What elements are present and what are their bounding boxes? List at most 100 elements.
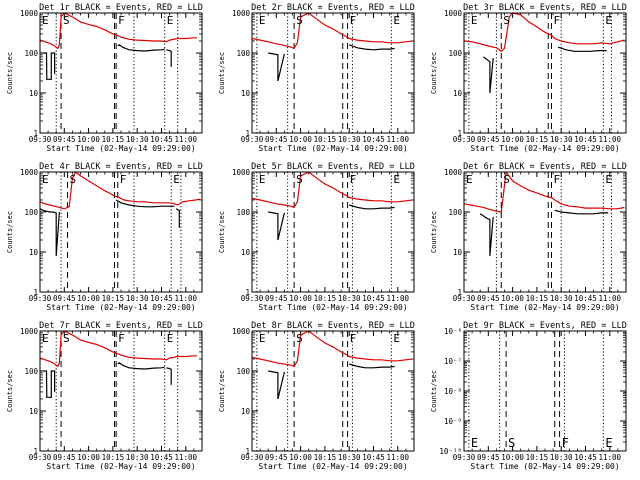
x-tick-label: 10:30 <box>338 135 361 144</box>
x-tick-label: 10:45 <box>362 135 385 144</box>
x-tick-label: 10:45 <box>362 453 385 462</box>
y-tick-label: 10⁻⁶ <box>444 327 462 336</box>
marker-label-e: E <box>393 14 400 27</box>
marker-label-s: S <box>296 332 303 345</box>
x-tick-label: 11:00 <box>387 453 410 462</box>
y-tick-label: 10⁻⁷ <box>444 357 462 366</box>
chart-title: Det 2r BLACK = Events, RED = LLD <box>251 3 415 13</box>
y-tick-label: 1000 <box>232 9 251 18</box>
plot-frame <box>463 330 627 452</box>
chart-panel-7: Det 7r BLACK = Events, RED = LLD 1 10 100 10… <box>6 321 203 471</box>
plot-frame <box>463 171 627 293</box>
marker-label-s: S <box>63 332 70 345</box>
x-tick-label: 10:30 <box>126 453 149 462</box>
chart-title: Det 3r BLACK = Events, RED = LLD <box>463 3 627 13</box>
x-tick-label: 11:00 <box>599 135 622 144</box>
x-tick-label: 10:00 <box>501 135 524 144</box>
x-tick-label: 10:00 <box>77 135 100 144</box>
marker-label-f: F <box>118 332 125 345</box>
plot-frame <box>39 171 203 293</box>
y-axis-label: Counts/sec <box>430 370 438 412</box>
x-tick-label: 10:00 <box>289 453 312 462</box>
x-tick-label: 10:30 <box>550 453 573 462</box>
x-tick-label: 09:45 <box>53 135 76 144</box>
x-tick-label: 10:30 <box>126 135 149 144</box>
series-lld <box>252 331 413 368</box>
marker-label-s: S <box>63 14 70 27</box>
marker-label-s: S <box>503 14 510 27</box>
marker-label-e: E <box>393 332 400 345</box>
y-tick-label: 100 <box>24 49 38 58</box>
y-axis-label: Counts/sec <box>6 211 14 253</box>
x-axis-label: Start Time (02-May-14 09:29:00) <box>258 303 407 312</box>
x-tick-label: 09:30 <box>241 294 264 303</box>
series-events <box>349 204 395 210</box>
chart-panel-4: Det 4r BLACK = Events, RED = LLD 1 10 100 10… <box>6 162 203 312</box>
y-tick-label: 1000 <box>20 9 39 18</box>
marker-label-e: E <box>466 173 473 186</box>
series-events <box>117 44 165 52</box>
marker-label-e: E <box>167 332 174 345</box>
x-tick-label: 10:00 <box>77 453 100 462</box>
y-tick-label: 1 <box>33 129 38 138</box>
marker-label-e: E <box>393 173 400 186</box>
y-axis-label: Counts/sec <box>218 211 226 253</box>
series-events <box>117 362 165 370</box>
y-axis-label: Counts/sec <box>6 370 14 412</box>
plot-frame <box>251 171 415 293</box>
marker-label-s: S <box>70 173 77 186</box>
y-tick-label: 1000 <box>232 168 251 177</box>
y-tick-label: 10 <box>453 248 463 257</box>
y-axis-label: Counts/sec <box>430 211 438 253</box>
x-axis-label: Start Time (02-May-14 09:29:00) <box>46 303 195 312</box>
x-tick-label: 10:45 <box>574 135 597 144</box>
y-axis-label: Counts/sec <box>218 52 226 94</box>
series-lld <box>464 13 625 53</box>
data-layer <box>40 172 201 292</box>
series-events <box>166 367 172 385</box>
x-axis-label: Start Time (02-May-14 09:29:00) <box>258 462 407 471</box>
series-events <box>554 209 609 215</box>
x-tick-label: 10:15 <box>526 135 549 144</box>
marker-label-e: E <box>259 332 266 345</box>
x-tick-label: 10:15 <box>102 453 125 462</box>
x-axis-label: Start Time (02-May-14 09:29:00) <box>470 462 619 471</box>
y-tick-label: 1000 <box>444 168 463 177</box>
x-axis-label: Start Time (02-May-14 09:29:00) <box>258 144 407 153</box>
x-tick-label: 10:30 <box>338 294 361 303</box>
marker-label-s: S <box>296 173 303 186</box>
marker-label-e: E <box>167 14 174 27</box>
chart-panel-1: Det 1r BLACK = Events, RED = LLD 1 10 100 10… <box>6 3 203 153</box>
y-tick-label: 1000 <box>444 9 463 18</box>
x-tick-label: 10:15 <box>526 453 549 462</box>
y-tick-label: 10 <box>241 407 251 416</box>
x-tick-label: 09:45 <box>53 453 76 462</box>
series-lld <box>40 331 198 368</box>
series-lld <box>40 13 198 50</box>
chart-panel-3: Det 3r BLACK = Events, RED = LLD 1 10 100 10… <box>430 3 627 153</box>
x-tick-label: 09:45 <box>265 135 288 144</box>
x-tick-label: 09:45 <box>477 135 500 144</box>
marker-label-e: E <box>605 173 612 186</box>
chart-panel-8: Det 8r BLACK = Events, RED = LLD 1 10 100 10… <box>218 321 415 471</box>
y-tick-label: 10⁻⁹ <box>444 417 462 426</box>
x-tick-label: 09:45 <box>477 294 500 303</box>
marker-label-f: F <box>350 14 357 27</box>
series-events <box>175 208 180 228</box>
marker-label-e: E <box>471 14 478 27</box>
x-tick-label: 10:15 <box>314 453 337 462</box>
marker-label-s: S <box>503 173 510 186</box>
x-axis-label: Start Time (02-May-14 09:29:00) <box>470 144 619 153</box>
y-tick-label: 100 <box>236 208 250 217</box>
y-tick-label: 10⁻⁸ <box>444 387 462 396</box>
y-tick-label: 1 <box>245 447 250 456</box>
chart-title: Det 4r BLACK = Events, RED = LLD <box>39 162 203 172</box>
data-layer <box>468 331 604 451</box>
series-events <box>483 56 494 94</box>
x-tick-label: 09:45 <box>53 294 76 303</box>
marker-label-e: E <box>259 14 266 27</box>
y-tick-label: 1 <box>245 288 250 297</box>
x-tick-label: 09:30 <box>453 453 476 462</box>
series-events <box>40 208 60 256</box>
